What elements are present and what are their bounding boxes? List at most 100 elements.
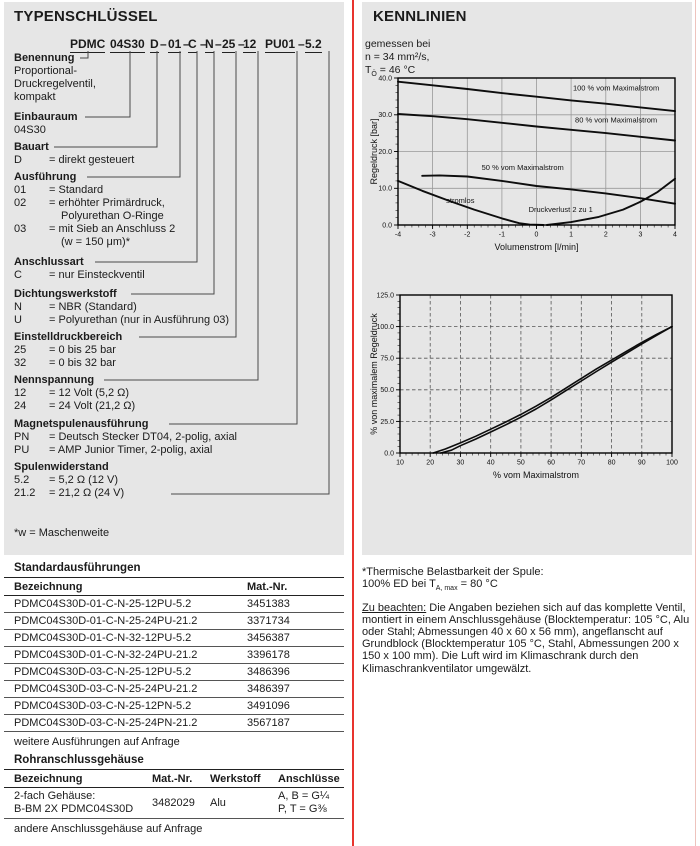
type-key-row: 32 = 0 bis 32 bar [14,357,116,369]
svg-text:% vom Maximalstrom: % vom Maximalstrom [493,470,579,480]
category-heading: Spulenwiderstand [14,461,109,473]
category-heading: Dichtungswerkstoff [14,288,117,300]
svg-text:30: 30 [457,460,465,467]
type-key-row: Druckregelventil, [14,78,96,90]
svg-text:75.0: 75.0 [380,356,394,363]
type-key-category: Ausführung 01 = Standard 02 = erhöhter Primä… [14,171,340,249]
svg-text:80 % vom Maximalstrom: 80 % vom Maximalstrom [575,116,657,125]
type-key-category: Einbauraum 04S30 [14,111,340,137]
svg-text:50 % vom Maximalstrom: 50 % vom Maximalstrom [482,163,564,172]
type-code-separator: – [215,37,222,51]
svg-text:0.0: 0.0 [384,450,394,457]
kennlinien-panel: KENNLINIEN gemessen bei n = 34 mm²/s, TÖ… [362,2,692,555]
part-number-cell: PDMC04S30D-01-C-N-25-24PU-21.2 [14,615,198,627]
material-number-cell: 3486397 [247,683,290,695]
type-key-row: U = Polyurethan (nur in Ausführung 03) [14,314,230,326]
type-code-segment: 5.2 [305,37,322,53]
table-header: Bezeichnung Mat.-Nr. Werkstoff Anschlüss… [4,770,344,788]
svg-text:10.0: 10.0 [378,186,392,193]
table-row: PDMC04S30D-03-C-N-25-12PN-5.2 3491096 [4,698,344,715]
svg-text:10: 10 [396,460,404,467]
table-header: Bezeichnung Mat.-Nr. [4,578,344,596]
header-bezeichnung: Bezeichnung [14,773,83,785]
type-key-category: Magnetspulenausführung PN = Deutsch Stecke… [14,418,340,457]
svg-text:90: 90 [638,460,646,467]
svg-text:4: 4 [673,232,677,239]
svg-text:-4: -4 [395,232,401,239]
type-code-separator: – [160,37,167,51]
type-key-row: 04S30 [14,124,46,136]
measured-line: gemessen bei [365,38,431,50]
svg-text:0.0: 0.0 [382,222,392,229]
type-code-segment: 04S30 [110,37,145,53]
svg-text:25.0: 25.0 [380,419,394,426]
table-row: PDMC04S30D-03-C-N-25-12PU-5.2 3486396 [4,664,344,681]
svg-text:-2: -2 [464,232,470,239]
svg-text:100: 100 [666,460,678,467]
table-row: PDMC04S30D-01-C-N-25-12PU-5.2 3451383 [4,596,344,613]
type-key-category: Benennung Proportional- Druckregelventil, k… [14,52,340,104]
category-heading: Bauart [14,141,49,153]
part-number-cell: PDMC04S30D-01-C-N-25-12PU-5.2 [14,598,192,610]
oil-temp-line: TÖ = 46 °C [365,64,416,79]
material-number-cell: 3567187 [247,717,290,729]
type-key-row: C = nur Einsteckventil [14,269,145,281]
svg-text:Druckverlust 2 zu 1: Druckverlust 2 zu 1 [529,205,593,214]
table-footer: weitere Ausführungen auf Anfrage [14,736,180,748]
viscosity-line: n = 34 mm²/s, [365,51,430,63]
type-key-category: Einstelldruckbereich 25 = 0 bis 25 bar 32 = … [14,331,340,370]
svg-text:Regeldruck [bar]: Regeldruck [bar] [369,118,379,184]
table-row: PDMC04S30D-03-C-N-25-24PN-21.2 3567187 [4,715,344,732]
housing-name-cell: 2-fach Gehäuse: B-BM 2X PDMC04S30D [14,790,134,815]
svg-text:100 % vom Maximalstrom: 100 % vom Maximalstrom [573,84,659,93]
material-number-cell: 3491096 [247,700,290,712]
category-heading: Ausführung [14,171,77,183]
header-bezeichnung: Bezeichnung [14,581,83,593]
category-heading: Nennspannung [14,374,95,386]
type-code-segment: PDMC [70,37,106,53]
svg-text:70: 70 [577,460,585,467]
left-panel-title: TYPENSCHLÜSSEL [14,8,158,25]
type-key-row: 03 = mit Sieb an Anschluss 2 [14,223,176,235]
category-heading: Einstelldruckbereich [14,331,123,343]
svg-text:40: 40 [487,460,495,467]
type-key-row: PN = Deutsch Stecker DT04, 2-polig, axial [14,431,238,443]
column-divider-line [352,0,354,846]
part-number-cell: PDMC04S30D-03-C-N-25-24PN-21.2 [14,717,198,729]
part-number-cell: PDMC04S30D-03-C-N-25-12PN-5.2 [14,700,192,712]
category-heading: Einbauraum [14,111,78,123]
part-number-cell: PDMC04S30D-01-C-N-32-24PU-21.2 [14,649,198,661]
part-number-cell: PDMC04S30D-03-C-N-25-24PU-21.2 [14,683,198,695]
part-number-cell: PDMC04S30D-03-C-N-25-12PU-5.2 [14,666,192,678]
header-anschluesse: Anschlüsse [278,773,340,785]
svg-text:-1: -1 [499,232,505,239]
category-heading: Magnetspulenausführung [14,418,149,430]
type-key-row: D = direkt gesteuert [14,154,135,166]
material-number-cell: 3482029 [152,797,195,809]
standard-versions-table: Standardausführungen Bezeichnung Mat.-Nr… [4,560,344,748]
svg-text:stromlos: stromlos [446,196,475,205]
svg-text:20: 20 [426,460,434,467]
type-key-row: 24 = 24 Volt (21,2 Ω) [14,400,136,412]
type-code-separator: – [298,37,305,51]
table-row: 2-fach Gehäuse: B-BM 2X PDMC04S30D 34820… [4,788,344,819]
material-number-cell: 3456387 [247,632,290,644]
pipe-housing-table: Rohranschlussgehäuse Bezeichnung Mat.-Nr… [4,752,344,835]
svg-text:1: 1 [569,232,573,239]
type-code-separator: – [238,37,245,51]
type-code-segment: PU01 [265,37,296,53]
svg-text:60: 60 [547,460,555,467]
right-panel-title: KENNLINIEN [373,8,467,25]
type-code-segment: 25 [222,37,236,53]
type-code-separator: – [200,37,207,51]
table-row: PDMC04S30D-01-C-N-32-24PU-21.2 3396178 [4,647,344,664]
control-pressure-chart: 10 20 30 40 50 60 70 80 90 100 0.0 25.0 50.0 75.0 100.… [369,292,678,480]
thermal-note-title: *Thermische Belastbarkeit der Spule: [362,566,544,578]
type-key-category: Nennspannung 12 = 12 Volt (5,2 Ω) 24 = 24 Vo… [14,374,340,413]
table-title: Standardausführungen [4,560,344,578]
attention-note: Zu beachten: Die Angaben beziehen sich a… [362,601,690,675]
type-key-category: Bauart D = direkt gesteuert [14,141,340,167]
type-code-separator: – [183,37,190,51]
svg-text:30.0: 30.0 [378,112,392,119]
